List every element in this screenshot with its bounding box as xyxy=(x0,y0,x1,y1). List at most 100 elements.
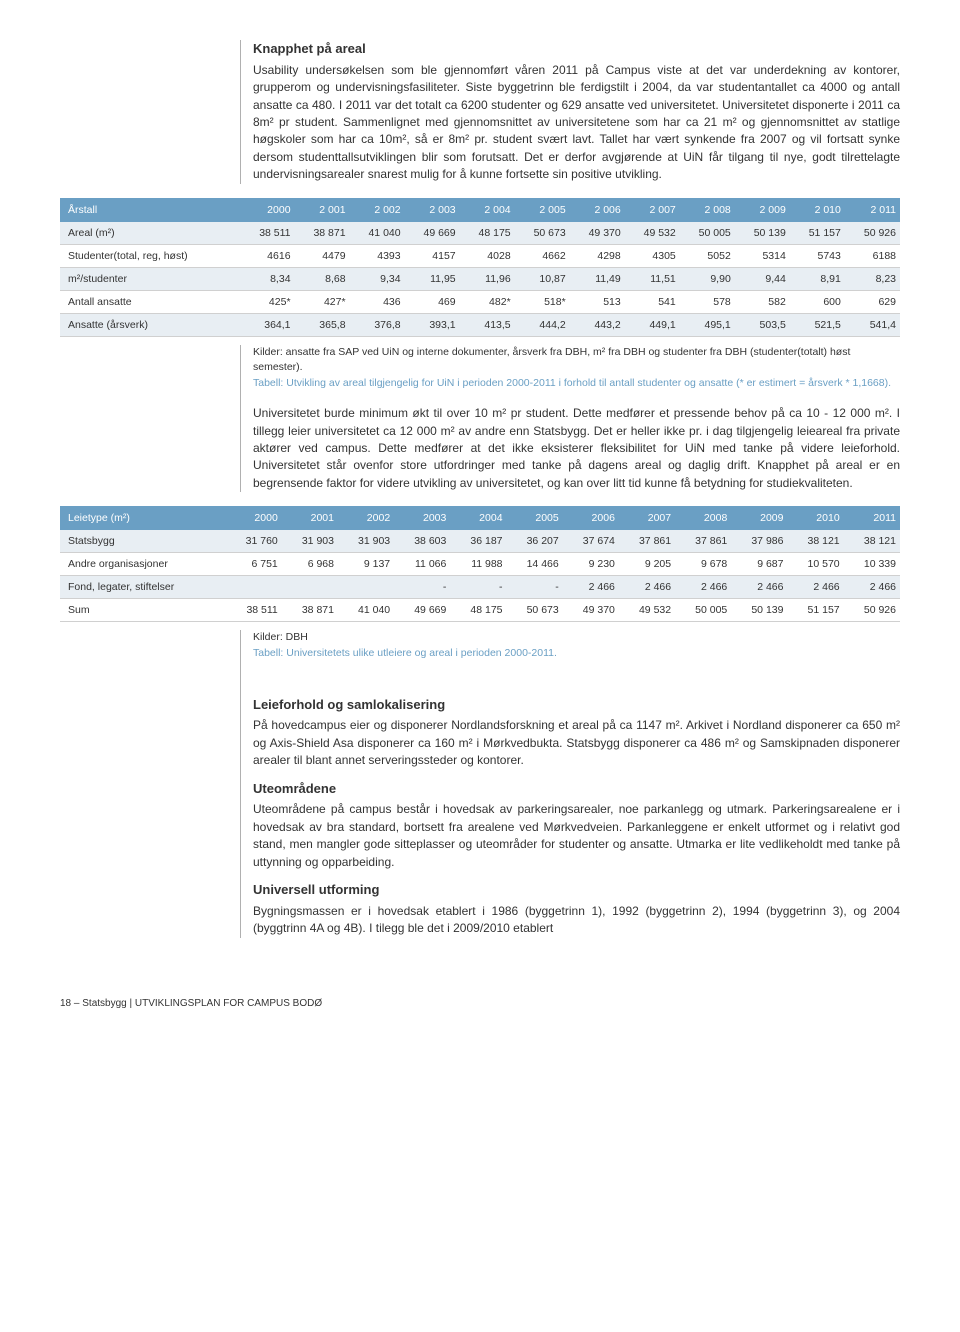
table-cell: 513 xyxy=(570,290,625,313)
table-cell: 38 511 xyxy=(226,599,282,622)
table-row: Areal (m²)38 51138 87141 04049 66948 175… xyxy=(60,222,900,245)
table-header-cell: 2 009 xyxy=(735,198,790,222)
table-cell: 4662 xyxy=(515,244,570,267)
table-cell: 495,1 xyxy=(680,313,735,336)
table-cell: 9,90 xyxy=(680,267,735,290)
table-cell: 48 175 xyxy=(450,599,506,622)
para-knapphet: Usability undersøkelsen som ble gjennomf… xyxy=(253,62,900,184)
table-cell: 4393 xyxy=(350,244,405,267)
table-cell: 31 903 xyxy=(338,530,394,553)
table-cell: 51 157 xyxy=(787,599,843,622)
heading-leieforhold: Leieforhold og samlokalisering xyxy=(253,696,900,715)
table-cell: 37 861 xyxy=(619,530,675,553)
table-header-cell: 2 011 xyxy=(845,198,900,222)
table-header-cell: 2 010 xyxy=(790,198,845,222)
table-cell: Sum xyxy=(60,599,226,622)
table-header-cell: Årstall xyxy=(60,198,241,222)
table-cell: 578 xyxy=(680,290,735,313)
table-cell: 50 926 xyxy=(844,599,900,622)
table-cell: 41 040 xyxy=(350,222,405,245)
table-row: Ansatte (årsverk)364,1365,8376,8393,1413… xyxy=(60,313,900,336)
table-cell xyxy=(338,576,394,599)
table-cell: 518* xyxy=(515,290,570,313)
table-cell: 38 603 xyxy=(394,530,450,553)
table-header-cell: 2002 xyxy=(338,506,394,530)
table-cell: 38 121 xyxy=(787,530,843,553)
table-cell: 2 466 xyxy=(787,576,843,599)
table-cell: 11 988 xyxy=(450,553,506,576)
table-header-cell: 2008 xyxy=(675,506,731,530)
table-cell: 38 121 xyxy=(844,530,900,553)
table-cell: 4028 xyxy=(460,244,515,267)
table-cell: 444,2 xyxy=(515,313,570,336)
table-cell: 9,34 xyxy=(350,267,405,290)
table-cell: 541,4 xyxy=(845,313,900,336)
table-cell: 4479 xyxy=(295,244,350,267)
table-cell: 8,23 xyxy=(845,267,900,290)
table-cell: 449,1 xyxy=(625,313,680,336)
table1-source: Kilder: ansatte fra SAP ved UiN og inter… xyxy=(253,345,900,375)
table-header-cell: 2009 xyxy=(731,506,787,530)
table-cell: 9 137 xyxy=(338,553,394,576)
table-cell: 38 511 xyxy=(241,222,295,245)
page-footer: 18 – Statsbygg | UTVIKLINGSPLAN FOR CAMP… xyxy=(60,998,900,1009)
para-section2: Universitetet burde minimum økt til over… xyxy=(253,405,900,492)
table-header-cell: 2004 xyxy=(450,506,506,530)
table-cell: 49 532 xyxy=(619,599,675,622)
table-cell: 9,44 xyxy=(735,267,790,290)
table-cell: 37 986 xyxy=(731,530,787,553)
table-header-cell: 2003 xyxy=(394,506,450,530)
table-cell: 600 xyxy=(790,290,845,313)
table-cell: 41 040 xyxy=(338,599,394,622)
table-cell: 10 339 xyxy=(844,553,900,576)
table-cell: 364,1 xyxy=(241,313,295,336)
table-cell: 11,49 xyxy=(570,267,625,290)
table-header-cell: 2 005 xyxy=(515,198,570,222)
table-cell: 50 139 xyxy=(731,599,787,622)
table-cell: 4298 xyxy=(570,244,625,267)
table-cell: 393,1 xyxy=(405,313,460,336)
table1-notes: Kilder: ansatte fra SAP ved UiN og inter… xyxy=(240,345,900,493)
table-cell: - xyxy=(450,576,506,599)
table-header-cell: 2 003 xyxy=(405,198,460,222)
table-cell: 2 466 xyxy=(563,576,619,599)
table-cell: 482* xyxy=(460,290,515,313)
table-cell: 541 xyxy=(625,290,680,313)
table-cell xyxy=(226,576,282,599)
table-cell: Statsbygg xyxy=(60,530,226,553)
table-cell: 413,5 xyxy=(460,313,515,336)
table-cell: 11 066 xyxy=(394,553,450,576)
table-cell: 6 751 xyxy=(226,553,282,576)
para-universell: Bygningsmassen er i hovedsak etablert i … xyxy=(253,903,900,938)
table-cell: 582 xyxy=(735,290,790,313)
table2-notes: Kilder: DBH Tabell: Universitetets ulike… xyxy=(240,630,900,937)
table-cell: 50 926 xyxy=(845,222,900,245)
heading-knapphet: Knapphet på areal xyxy=(253,40,900,59)
table-row: Andre organisasjoner6 7516 9689 13711 06… xyxy=(60,553,900,576)
table-cell: 2 466 xyxy=(844,576,900,599)
table-cell: 365,8 xyxy=(295,313,350,336)
table-cell: 48 175 xyxy=(460,222,515,245)
table-header-cell: 2 006 xyxy=(570,198,625,222)
table-cell: m²/studenter xyxy=(60,267,241,290)
table-cell: 521,5 xyxy=(790,313,845,336)
table-cell: 31 903 xyxy=(282,530,338,553)
table-cell: 6188 xyxy=(845,244,900,267)
table-cell: 10 570 xyxy=(787,553,843,576)
table-row: Fond, legater, stiftelser---2 4662 4662 … xyxy=(60,576,900,599)
table-cell: - xyxy=(394,576,450,599)
table-cell: 49 532 xyxy=(625,222,680,245)
table-cell: 8,68 xyxy=(295,267,350,290)
table-cell: 50 005 xyxy=(675,599,731,622)
table-cell: 38 871 xyxy=(295,222,350,245)
table-header-cell: 2 007 xyxy=(625,198,680,222)
heading-uteomradene: Uteområdene xyxy=(253,780,900,799)
table-header-cell: 2010 xyxy=(787,506,843,530)
para-uteomradene: Uteområdene på campus består i hovedsak … xyxy=(253,801,900,871)
table-cell: 8,91 xyxy=(790,267,845,290)
table-cell: 37 674 xyxy=(563,530,619,553)
table-header-cell: 2001 xyxy=(282,506,338,530)
table-cell: 8,34 xyxy=(241,267,295,290)
table-cell: 11,95 xyxy=(405,267,460,290)
table-cell: 4305 xyxy=(625,244,680,267)
